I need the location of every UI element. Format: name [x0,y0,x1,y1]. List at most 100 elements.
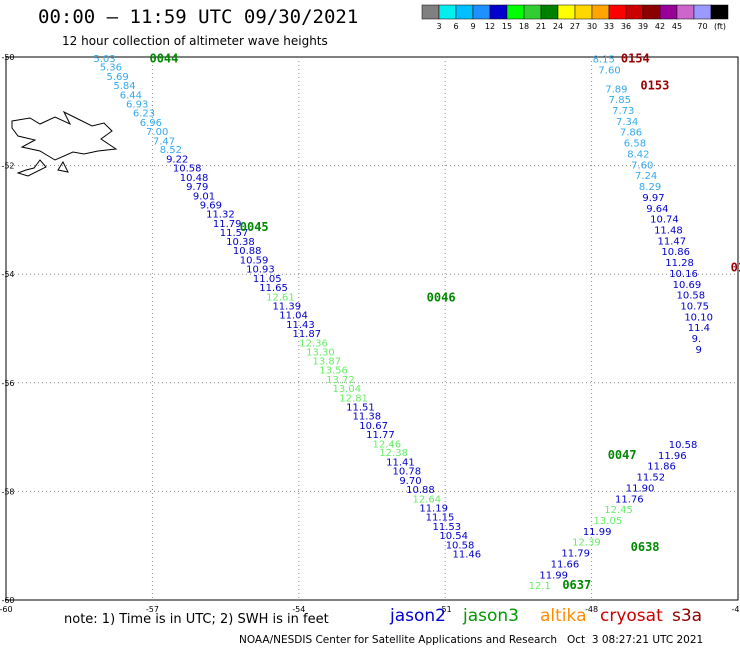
swh-point: 11.41 [386,457,415,468]
swh-point: 12.39 [572,538,601,549]
y-tick-label: -58 [1,487,14,496]
pass-time-label: 0044 [149,51,178,65]
colorbar-tick-label: 33 [604,22,614,31]
colorbar-swatch [625,4,644,20]
colorbar-swatch [489,4,508,20]
swh-point: 10.93 [246,265,275,276]
swh-point: 13.56 [319,366,348,377]
colorbar-swatch [438,4,457,20]
swh-point: 5.69 [107,72,129,83]
swh-point: 12.64 [413,494,442,505]
swh-point: 5.03 [93,54,115,65]
swh-point: 12.81 [339,393,368,404]
swh-point: 5.84 [113,81,135,92]
swh-point: 11.19 [419,503,448,514]
swh-point: 11.04 [279,311,308,322]
colorbar-tick-label: 24 [553,22,563,31]
swh-point: 10.16 [669,269,698,280]
swh-point: 9.22 [166,154,188,165]
colorbar-tick-label: 9 [470,22,475,31]
swh-point: 11.53 [433,522,462,533]
swh-point: 11.28 [665,258,694,269]
colorbar-tick-label: 70 [697,22,707,31]
swh-point: 11.46 [453,550,482,561]
swh-point: 7.00 [146,127,168,138]
swh-point: 7.24 [635,171,657,182]
swh-point: 10.59 [240,255,269,266]
swh-point: 7.34 [616,117,638,128]
swh-point: 13.72 [326,375,355,386]
colorbar-swatch [523,4,542,20]
swh-point: 11.76 [615,494,644,505]
colorbar-swatch [574,4,593,20]
swh-point: 11.52 [636,473,665,484]
pass-time-label: 0154 [621,51,650,65]
colorbar-tick-label: 12 [485,22,495,31]
pass-time-label: 0153 [640,79,669,93]
swh-point: 9.97 [642,193,664,204]
colorbar-swatch [591,4,610,20]
colorbar-tick-label: 39 [638,22,648,31]
swh-point: 13.30 [306,348,335,359]
x-tick-label: -51 [439,605,452,614]
swh-point: 9.64 [646,204,668,215]
swh-point: 11.66 [551,559,580,570]
swh-point: 10.88 [233,246,262,257]
swh-point: 11.99 [539,570,568,581]
swh-point: 10.58 [669,440,698,451]
colorbar-tick-label: 18 [519,22,529,31]
x-tick-label: -60 [0,605,13,614]
swh-point: 10.54 [439,531,468,542]
swh-point: 10.74 [650,215,679,226]
swh-point: 7.47 [153,136,175,147]
satellite-jason3: jason3 [463,606,519,626]
y-tick-label: -60 [1,596,14,605]
colorbar-tick-label: 42 [655,22,665,31]
swh-point: 10.58 [173,164,202,175]
colorbar-swatch [693,4,712,20]
colorbar-swatch [421,4,440,20]
swh-point: 11.96 [658,451,687,462]
swh-point: 9. [692,334,702,345]
colorbar-tick-label: 27 [570,22,580,31]
swh-point: 6.93 [126,99,148,110]
swh-point: 7.89 [605,84,627,95]
swh-point: 11.15 [426,513,455,524]
colorbar-unit: (ft) [714,22,726,31]
swh-point: 12.1 [529,581,551,592]
pass-time-label: 0046 [427,290,456,304]
swh-point: 12.38 [379,448,408,459]
colorbar-swatch [455,4,474,20]
swh-point: 10.67 [359,421,388,432]
x-tick-label: -57 [146,605,159,614]
colorbar-tick-label: 36 [621,22,631,31]
satellite-s3a: s3a [672,606,703,626]
swh-point: 10.86 [661,247,690,258]
colorbar-swatch [506,4,525,20]
swh-point: 8.42 [627,149,649,160]
footer-credit: NOAA/NESDIS Center for Satellite Applica… [239,634,704,646]
y-tick-label: -56 [1,379,14,388]
swh-point: 11.05 [253,274,282,285]
swh-point: 9 [696,345,702,356]
y-tick-label: -52 [1,162,14,171]
colorbar-swatch [642,4,661,20]
swh-point: 7.60 [598,65,620,76]
swh-point: 6.44 [120,90,142,101]
pass-time-label: 0045 [240,220,269,234]
swh-point: 9.70 [399,476,421,487]
swh-point: 10.88 [406,485,435,496]
satellite-cryosat: cryosat [600,606,663,626]
colorbar-tick-label: 15 [502,22,512,31]
colorbar-tick-label: 6 [453,22,458,31]
swh-point: 11.77 [366,430,395,441]
chart-subtitle: 12 hour collection of altimeter wave hei… [62,34,328,48]
swh-point: 10.58 [446,540,475,551]
swh-point: 8.52 [160,145,182,156]
colorbar-swatch [710,4,729,20]
swh-point: 11.57 [220,228,249,239]
swh-point: 11.79 [213,219,242,230]
colorbar-swatch [676,4,695,20]
swh-point: 7.86 [620,128,642,139]
